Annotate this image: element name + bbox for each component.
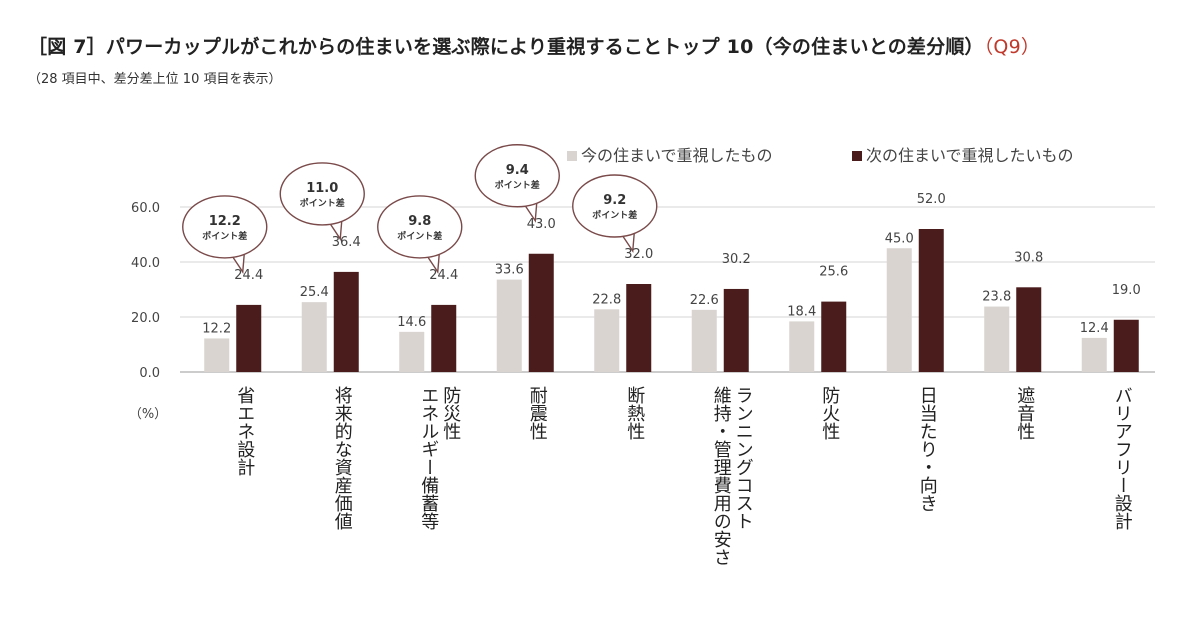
bar-current — [399, 331, 425, 372]
y-tick-label: 60.0 — [131, 201, 160, 216]
value-label-current: 33.6 — [495, 263, 524, 278]
legend-label-next: 次の住まいで重視したいもの — [866, 146, 1074, 165]
callout-text: ポイント差 — [202, 230, 247, 242]
value-label-next: 25.6 — [819, 265, 848, 280]
value-label-next: 30.8 — [1014, 250, 1043, 265]
bar-current — [984, 306, 1010, 372]
y-tick-label: 20.0 — [131, 311, 160, 326]
callout-bubble — [474, 144, 560, 208]
callout-value: 9.4 — [506, 163, 529, 178]
title-question-ref: （Q9） — [983, 36, 1041, 58]
callout-bubble — [377, 195, 463, 259]
callout-text: ポイント差 — [300, 197, 345, 209]
value-label-next: 24.4 — [234, 268, 263, 283]
value-label-current: 45.0 — [885, 231, 914, 246]
category-label: 防災性 — [440, 386, 461, 440]
callout-value: 9.8 — [408, 214, 431, 229]
category-label: 耐震性 — [527, 386, 548, 440]
bar-current — [301, 302, 327, 372]
bar-next — [333, 271, 359, 372]
value-label-current: 23.8 — [982, 290, 1011, 305]
legend-swatch-current — [567, 151, 577, 161]
category-label: エネルギー備蓄等 — [418, 386, 439, 530]
category-label: 省エネ設計 — [234, 386, 255, 476]
value-label-next: 32.0 — [624, 247, 653, 262]
category-label: 維持・管理費用の安さ — [711, 386, 732, 566]
legend-swatch-next — [852, 151, 862, 161]
bar-next — [723, 288, 749, 372]
value-label-next: 36.4 — [332, 235, 361, 250]
callout-bubble — [182, 195, 268, 259]
callout-value: 11.0 — [306, 181, 338, 196]
chart-title: ［図 7］パワーカップルがこれからの住まいを選ぶ際により重視することトップ 10… — [28, 32, 1040, 59]
bar-next — [1113, 319, 1139, 372]
callout-text: ポイント差 — [495, 179, 540, 191]
callout-bubble — [572, 174, 658, 238]
bar-next — [528, 253, 554, 372]
bar-next — [821, 301, 847, 372]
callout-value: 9.2 — [603, 193, 626, 208]
bar-next — [236, 304, 262, 372]
value-label-current: 22.6 — [690, 293, 719, 308]
bar-next — [626, 284, 652, 372]
category-label: 遮音性 — [1014, 386, 1035, 440]
y-tick-label: 0.0 — [139, 366, 160, 381]
title-main: ［図 7］パワーカップルがこれからの住まいを選ぶ際により重視することトップ 10… — [28, 36, 984, 58]
bar-next — [918, 229, 944, 372]
value-label-current: 14.6 — [397, 315, 426, 330]
bar-current — [886, 248, 912, 372]
bar-current — [691, 309, 717, 372]
callout-value: 12.2 — [209, 214, 241, 229]
bar-next — [1016, 287, 1042, 372]
category-label: バリアフリー設計 — [1112, 386, 1133, 530]
bar-current — [496, 279, 522, 372]
value-label-next: 19.0 — [1112, 283, 1141, 298]
value-label-next: 52.0 — [917, 192, 946, 207]
legend-label-current: 今の住まいで重視したもの — [581, 146, 773, 165]
chart-subtitle: （28 項目中、差分差上位 10 項目を表示） — [28, 72, 282, 87]
value-label-current: 12.4 — [1080, 321, 1109, 336]
callout-text: ポイント差 — [397, 230, 442, 242]
callout-bubble — [279, 162, 365, 226]
value-label-current: 22.8 — [592, 292, 621, 307]
bar-next — [431, 304, 457, 372]
callout-text: ポイント差 — [592, 209, 637, 221]
bar-current — [1081, 337, 1107, 372]
value-label-next: 30.2 — [722, 252, 751, 267]
unit-label: （%） — [129, 407, 167, 422]
y-tick-label: 40.0 — [131, 256, 160, 271]
value-label-current: 18.4 — [787, 304, 816, 319]
category-label: 断熱性 — [624, 386, 645, 440]
category-label: ランニングコスト — [733, 386, 754, 530]
bar-current — [789, 321, 815, 372]
bar-current — [204, 338, 230, 372]
value-label-next: 24.4 — [429, 268, 458, 283]
value-label-current: 25.4 — [300, 285, 329, 300]
value-label-next: 43.0 — [527, 217, 556, 232]
category-label: 日当たり・向き — [917, 386, 938, 512]
category-label: 将来的な資産価値 — [332, 386, 353, 530]
category-label: 防火性 — [819, 386, 840, 440]
bar-current — [594, 309, 620, 372]
value-label-current: 12.2 — [202, 321, 231, 336]
